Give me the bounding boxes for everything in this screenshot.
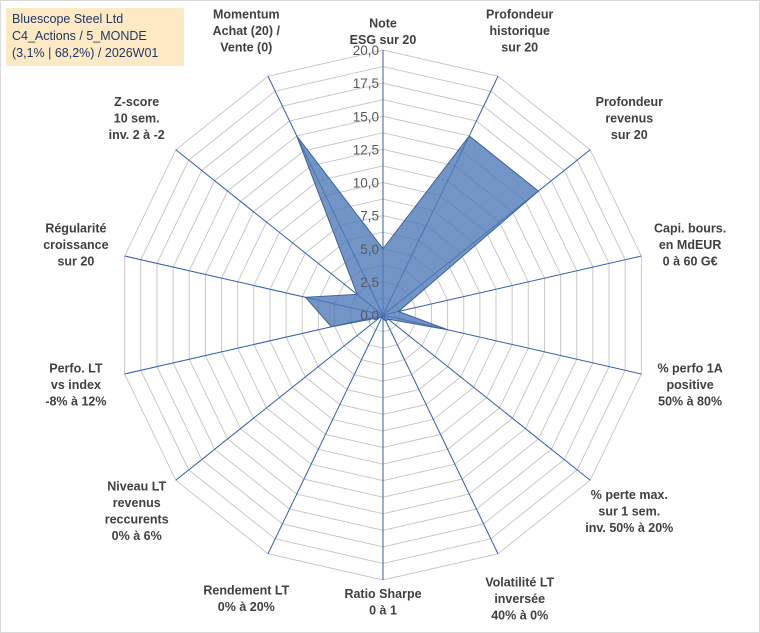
series-area: [296, 135, 540, 331]
tick-label: 5,0: [360, 242, 379, 257]
axis-label: Z-score 10 sem. inv. 2 à -2: [109, 95, 165, 142]
tick-label: 15,0: [353, 109, 379, 124]
axis-label: Profondeur revenus sur 20: [596, 95, 663, 142]
axis-label: Volatilité LT inversée 40% à 0%: [485, 575, 554, 622]
radar-series: [296, 135, 540, 331]
tick-label: 17,5: [353, 76, 379, 91]
axis-label: Momentum Achat (20) / Vente (0): [213, 8, 281, 55]
axis-label: % perfo 1A positive 50% à 80%: [657, 362, 722, 409]
axis-label: Régularité croissance sur 20: [43, 221, 108, 268]
axis-label: Niveau LT revenus reccurents 0% à 6%: [105, 480, 169, 543]
tick-label: 7,5: [360, 209, 379, 224]
axis-label: Perfo. LT vs index -8% à 12%: [45, 362, 106, 409]
title-line-category: C4_Actions / 5_MONDE: [12, 29, 147, 43]
title-line-company: Bluescope Steel Ltd: [12, 12, 124, 26]
axis-label: % perte max. sur 1 sem. inv. 50% à 20%: [585, 488, 673, 535]
radar-spoke: [382, 314, 591, 481]
tick-label: 10,0: [353, 176, 379, 191]
axis-label: Profondeur historique sur 20: [486, 8, 553, 55]
title-line-stats: (3,1% | 68,2%) / 2026W01: [12, 46, 159, 60]
axis-label: Capi. bours. en MdEUR 0 à 60 G€: [654, 221, 726, 268]
radar-spoke: [175, 314, 384, 481]
axis-label: Note ESG sur 20: [350, 17, 417, 48]
radar-spoke: [382, 314, 499, 554]
tick-label: 20,0: [353, 43, 379, 58]
axis-labels: Note ESG sur 20 Profondeur historique sur 20…: [43, 8, 726, 623]
axis-label: Ratio Sharpe 0 à 1: [344, 587, 421, 618]
tick-label: 12,5: [353, 142, 379, 157]
radar-spoke: [382, 255, 642, 316]
tick-label: 0,0: [360, 308, 379, 323]
tick-label: 2,5: [360, 275, 379, 290]
axis-label: Rendement LT 0% à 20%: [203, 584, 289, 615]
radar-spoke: [267, 314, 384, 554]
radar-spoke: [175, 149, 384, 316]
radial-tick-labels: 0,0 2,5 5,0 7,5 10,0 12,5 15,0 17,5 20,0: [353, 43, 379, 323]
chart-title-box: Bluescope Steel Ltd C4_Actions / 5_MONDE…: [6, 8, 184, 66]
